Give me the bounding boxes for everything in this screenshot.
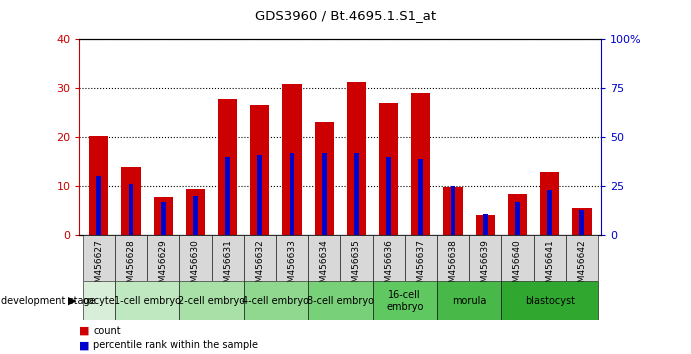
Bar	[96, 176, 101, 235]
Text: GSM456631: GSM456631	[223, 239, 232, 294]
Bar	[211, 235, 244, 281]
Bar	[483, 214, 488, 235]
Text: GSM456640: GSM456640	[513, 239, 522, 294]
Bar	[508, 194, 527, 235]
Text: GSM456637: GSM456637	[417, 239, 426, 294]
Text: GDS3960 / Bt.4695.1.S1_at: GDS3960 / Bt.4695.1.S1_at	[255, 9, 436, 22]
Bar	[540, 172, 559, 235]
Bar	[354, 153, 359, 235]
Bar	[276, 235, 308, 281]
Text: oocyte: oocyte	[82, 296, 115, 306]
Text: GSM456642: GSM456642	[578, 239, 587, 294]
Bar	[340, 235, 372, 281]
Bar	[379, 103, 398, 235]
Bar	[533, 235, 566, 281]
Bar	[290, 153, 294, 235]
Bar	[308, 235, 340, 281]
Text: ■: ■	[79, 326, 90, 336]
Bar	[437, 281, 502, 320]
Bar	[115, 281, 179, 320]
Bar	[515, 202, 520, 235]
Bar	[115, 235, 147, 281]
Bar	[153, 197, 173, 235]
Text: morula: morula	[452, 296, 486, 306]
Bar	[218, 99, 237, 235]
Bar	[372, 235, 405, 281]
Text: GSM456627: GSM456627	[94, 239, 103, 294]
Text: GSM456633: GSM456633	[287, 239, 296, 294]
Bar	[502, 281, 598, 320]
Bar	[257, 155, 262, 235]
Bar	[244, 281, 308, 320]
Bar	[193, 196, 198, 235]
Bar	[147, 235, 179, 281]
Text: 8-cell embryo: 8-cell embryo	[307, 296, 374, 306]
Bar	[186, 189, 205, 235]
Text: GSM456641: GSM456641	[545, 239, 554, 294]
Bar	[83, 281, 115, 320]
Text: GSM456629: GSM456629	[159, 239, 168, 294]
Bar	[129, 184, 133, 235]
Text: GSM456634: GSM456634	[320, 239, 329, 294]
Bar	[547, 190, 552, 235]
Bar	[161, 202, 166, 235]
Bar	[225, 157, 230, 235]
Bar	[250, 105, 269, 235]
Text: GSM456636: GSM456636	[384, 239, 393, 294]
Text: 1-cell embryo: 1-cell embryo	[113, 296, 180, 306]
Bar	[83, 235, 115, 281]
Bar	[89, 136, 108, 235]
Bar	[179, 235, 211, 281]
Bar	[122, 167, 141, 235]
Text: development stage: development stage	[1, 296, 96, 306]
Bar	[580, 210, 585, 235]
Bar	[179, 281, 244, 320]
Bar	[572, 209, 591, 235]
Text: GSM456639: GSM456639	[481, 239, 490, 294]
Bar	[475, 215, 495, 235]
Bar	[308, 281, 372, 320]
Text: blastocyst: blastocyst	[524, 296, 575, 306]
Bar	[386, 157, 391, 235]
Bar	[566, 235, 598, 281]
Text: ■: ■	[79, 340, 90, 350]
Text: percentile rank within the sample: percentile rank within the sample	[93, 340, 258, 350]
Bar	[451, 186, 455, 235]
Bar	[372, 281, 437, 320]
Text: 2-cell embryo: 2-cell embryo	[178, 296, 245, 306]
Text: GSM456630: GSM456630	[191, 239, 200, 294]
Text: 16-cell
embryo: 16-cell embryo	[386, 290, 424, 312]
Bar	[444, 187, 463, 235]
Bar	[283, 84, 302, 235]
Bar	[405, 235, 437, 281]
Bar	[411, 93, 430, 235]
Bar	[322, 153, 327, 235]
Bar	[502, 235, 533, 281]
Text: count: count	[93, 326, 121, 336]
Bar	[419, 159, 424, 235]
Bar	[314, 122, 334, 235]
Bar	[347, 82, 366, 235]
Text: 4-cell embryo: 4-cell embryo	[243, 296, 310, 306]
Text: GSM456635: GSM456635	[352, 239, 361, 294]
Text: ▶: ▶	[68, 296, 76, 306]
Bar	[469, 235, 502, 281]
Bar	[244, 235, 276, 281]
Text: GSM456628: GSM456628	[126, 239, 135, 294]
Text: GSM456638: GSM456638	[448, 239, 457, 294]
Text: GSM456632: GSM456632	[255, 239, 264, 294]
Bar	[437, 235, 469, 281]
